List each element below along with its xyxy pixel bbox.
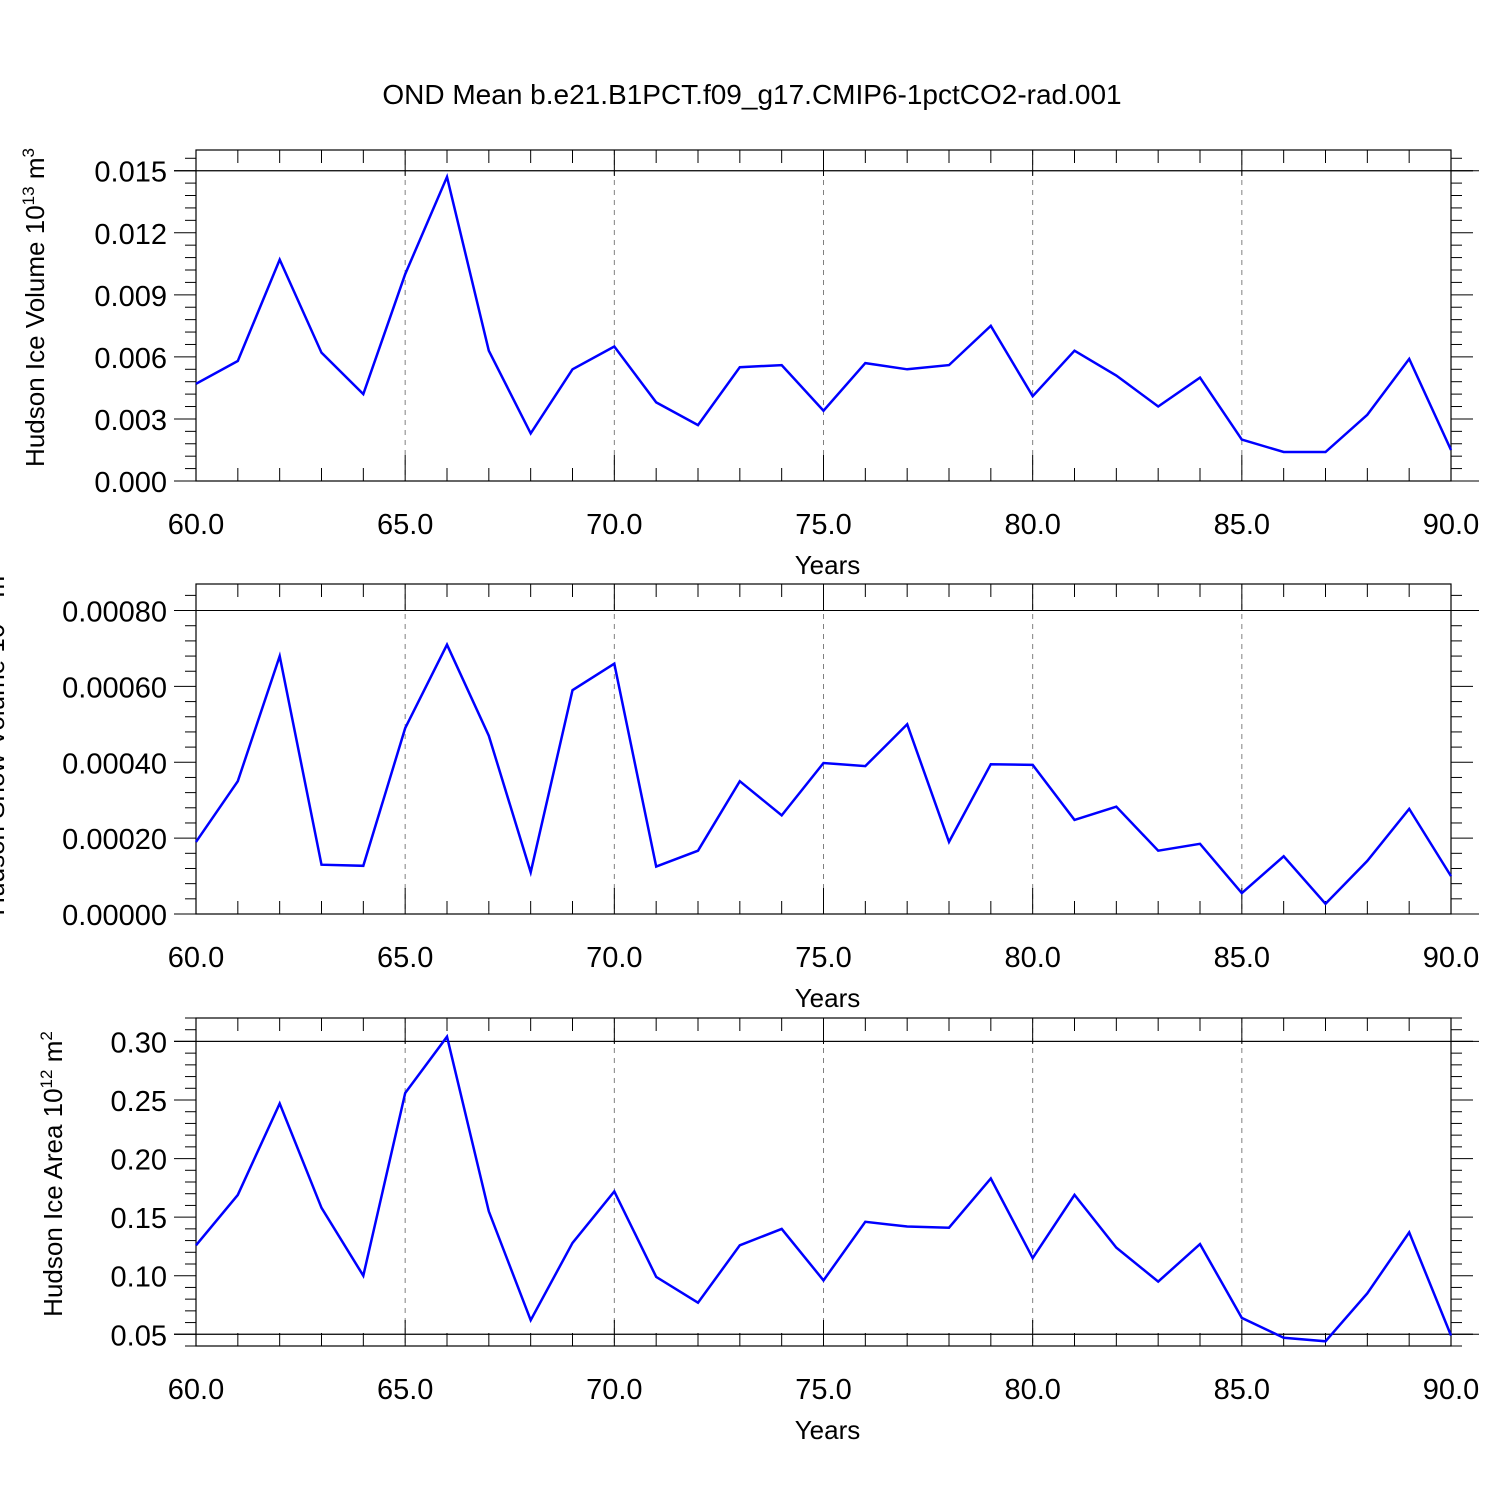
y-tick-label: 0.00020 bbox=[62, 824, 167, 856]
x-axis-label: Years bbox=[795, 1415, 861, 1445]
y-tick-label: 0.25 bbox=[111, 1086, 167, 1118]
y-tick-label: 0.05 bbox=[111, 1320, 167, 1352]
x-tick-label: 70.0 bbox=[586, 509, 642, 541]
y-axis-label: Hudson Ice Volume 1013 m3 bbox=[19, 148, 50, 467]
y-tick-label: 0.003 bbox=[94, 405, 167, 437]
y-tick-label: 0.00060 bbox=[62, 672, 167, 704]
panel-2: 60.0 65.0 70.0 75.0 80.0 85.0 90.0 Years 0.00000… bbox=[0, 566, 1479, 1013]
x-tick-label: 80.0 bbox=[1004, 942, 1060, 974]
y-tick-label: 0.00080 bbox=[62, 597, 167, 629]
x-tick-label: 60.0 bbox=[168, 1374, 224, 1406]
x-tick-label: 60.0 bbox=[168, 942, 224, 974]
x-tick-label: 90.0 bbox=[1423, 942, 1479, 974]
x-tick-label: 85.0 bbox=[1214, 942, 1270, 974]
x-tick-label: 65.0 bbox=[377, 1374, 433, 1406]
y-tick-label: 0.00040 bbox=[62, 748, 167, 780]
x-tick-label: 70.0 bbox=[586, 1374, 642, 1406]
y-tick-label: 0.00000 bbox=[62, 900, 167, 932]
x-tick-label: 85.0 bbox=[1214, 1374, 1270, 1406]
y-tick-label: 0.20 bbox=[111, 1145, 167, 1177]
x-tick-label: 75.0 bbox=[795, 1374, 851, 1406]
panel-1: 60.0 65.0 70.0 75.0 80.0 85.0 90.0 Years 0.000 0.… bbox=[19, 148, 1479, 580]
y-tick-label: 0.012 bbox=[94, 219, 167, 251]
y-axis-label: Hudson Ice Area 1012 m2 bbox=[37, 1031, 68, 1317]
x-axis-label: Years bbox=[795, 983, 861, 1013]
x-tick-label: 90.0 bbox=[1423, 1374, 1479, 1406]
x-tick-label: 65.0 bbox=[377, 942, 433, 974]
y-tick-label: 0.009 bbox=[94, 281, 167, 313]
y-tick-label: 0.006 bbox=[94, 343, 167, 375]
y-tick-label: 0.15 bbox=[111, 1203, 167, 1235]
panel-3: 60.0 65.0 70.0 75.0 80.0 85.0 90.0 Years 0.05 0.1… bbox=[37, 1018, 1479, 1445]
y-axis-label: Hudson Snow Volume 1013 m3 bbox=[0, 566, 10, 915]
x-tick-label: 75.0 bbox=[795, 509, 851, 541]
x-tick-label: 85.0 bbox=[1214, 509, 1270, 541]
x-tick-label: 65.0 bbox=[377, 509, 433, 541]
x-tick-label: 60.0 bbox=[168, 509, 224, 541]
y-tick-label: 0.30 bbox=[111, 1027, 167, 1059]
x-tick-label: 90.0 bbox=[1423, 509, 1479, 541]
x-tick-label: 70.0 bbox=[586, 942, 642, 974]
y-tick-label: 0.015 bbox=[94, 157, 167, 189]
x-axis-label: Years bbox=[795, 550, 861, 580]
y-tick-label: 0.10 bbox=[111, 1262, 167, 1294]
x-tick-label: 75.0 bbox=[795, 942, 851, 974]
chart-title: OND Mean b.e21.B1PCT.f09_g17.CMIP6-1pctC… bbox=[382, 79, 1121, 110]
x-tick-label: 80.0 bbox=[1004, 1374, 1060, 1406]
y-tick-label: 0.000 bbox=[94, 467, 167, 499]
x-tick-label: 80.0 bbox=[1004, 509, 1060, 541]
